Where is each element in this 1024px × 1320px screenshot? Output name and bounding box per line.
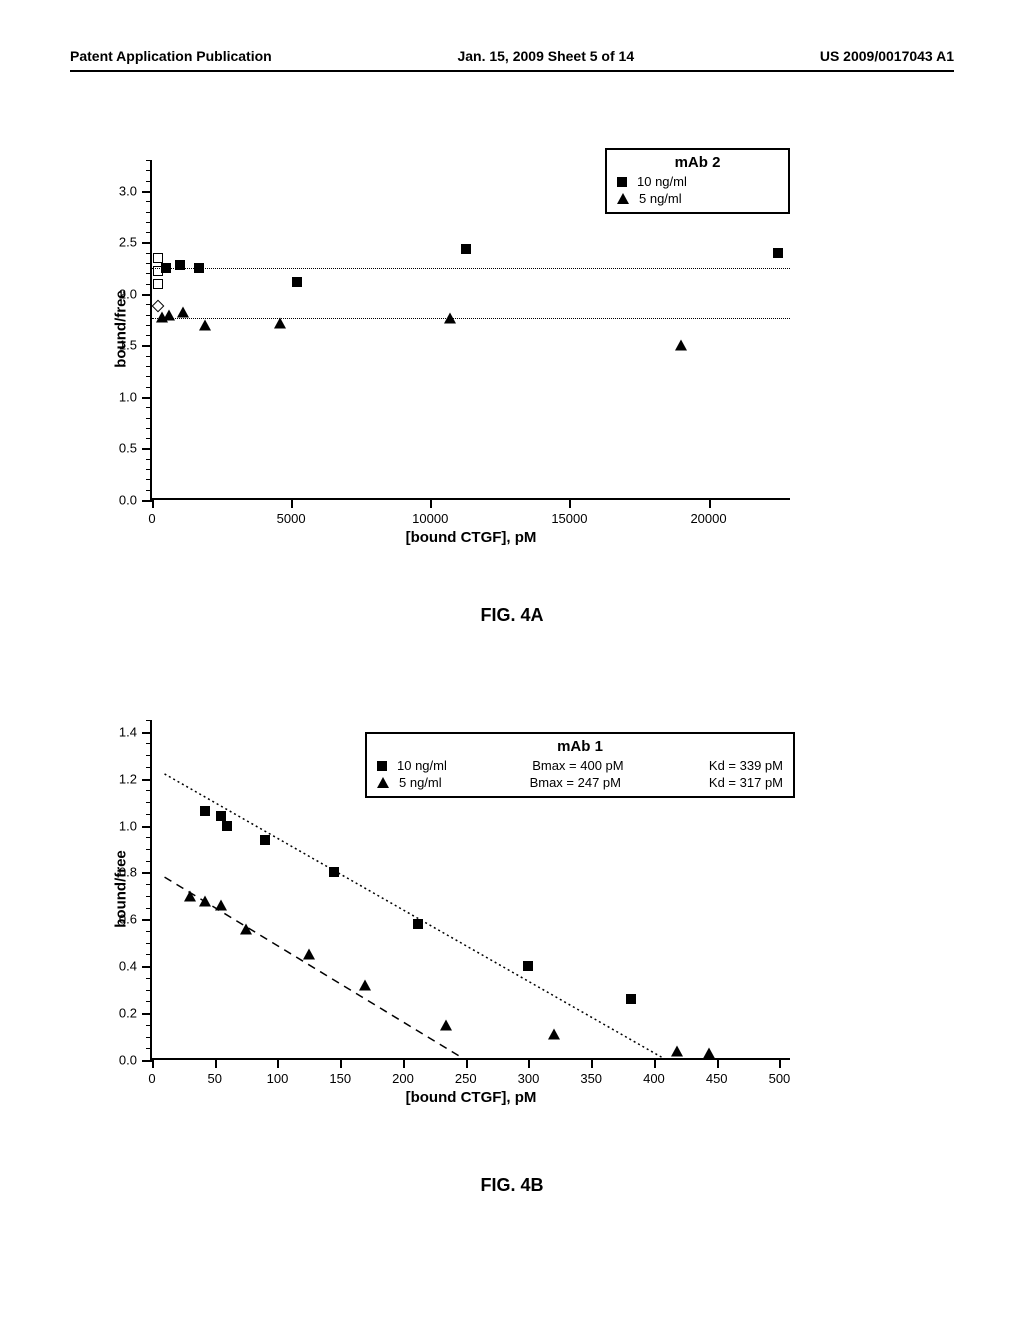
x-tick-label: 10000 (412, 511, 448, 526)
triangle-marker-icon (377, 777, 389, 788)
x-tick-label: 50 (208, 1071, 222, 1086)
x-axis-label-a: [bound CTGF], pM (406, 529, 537, 546)
data-point-triangle (703, 1047, 715, 1058)
plot-area-b: bound/free [bound CTGF], pM mAb 1 10 ng/… (150, 720, 790, 1060)
x-tick-label: 100 (267, 1071, 289, 1086)
y-tick-label: 0.6 (107, 912, 137, 927)
y-tick-label: 2.0 (107, 286, 137, 301)
data-point-triangle (548, 1029, 560, 1040)
header-center: Jan. 15, 2009 Sheet 5 of 14 (457, 48, 634, 64)
data-point-triangle (274, 317, 286, 328)
data-point-triangle (184, 890, 196, 901)
data-point-triangle (444, 312, 456, 323)
x-tick-label: 0 (148, 511, 155, 526)
data-point-triangle (215, 900, 227, 911)
figure-caption-b: FIG. 4B (480, 1175, 543, 1196)
y-tick-label: 1.4 (107, 724, 137, 739)
legend-box-b: mAb 1 10 ng/ml Bmax = 400 pM Kd = 339 pM… (365, 732, 795, 798)
data-point-triangle (440, 1019, 452, 1030)
square-marker-icon (377, 761, 387, 771)
data-point-triangle (240, 923, 252, 934)
y-tick-label: 3.0 (107, 183, 137, 198)
data-point-square (773, 248, 783, 258)
data-point-triangle (675, 340, 687, 351)
header-left: Patent Application Publication (70, 48, 272, 64)
y-tick-label: 0.0 (107, 1053, 137, 1068)
x-tick-label: 450 (706, 1071, 728, 1086)
y-tick-label: 0.2 (107, 1006, 137, 1021)
x-tick-label: 20000 (690, 511, 726, 526)
x-tick-label: 150 (329, 1071, 351, 1086)
y-tick-label: 0.5 (107, 441, 137, 456)
page-header: Patent Application Publication Jan. 15, … (0, 48, 1024, 64)
legend-row: 10 ng/ml Bmax = 400 pM Kd = 339 pM (377, 758, 783, 773)
y-tick-label: 0.4 (107, 959, 137, 974)
x-tick-label: 5000 (277, 511, 306, 526)
legend-conc: 5 ng/ml (399, 775, 442, 790)
data-point-triangle (163, 309, 175, 320)
reference-line (152, 268, 790, 269)
data-point-square (329, 867, 339, 877)
y-tick-label: 0.0 (107, 493, 137, 508)
y-axis-label-a: bound/free (112, 290, 129, 368)
x-tick-label: 200 (392, 1071, 414, 1086)
plot-area-a: bound/free [bound CTGF], pM mAb 2 10 ng/… (150, 160, 790, 500)
data-point-square (461, 244, 471, 254)
y-tick-label: 2.5 (107, 235, 137, 250)
data-point-square (292, 277, 302, 287)
open-marker (153, 253, 163, 263)
chart-fig4a: bound/free [bound CTGF], pM mAb 2 10 ng/… (150, 160, 790, 500)
data-point-triangle (199, 895, 211, 906)
data-point-square (194, 263, 204, 273)
x-tick-label: 15000 (551, 511, 587, 526)
legend-bmax: Bmax = 247 pM (530, 775, 621, 790)
data-point-triangle (177, 307, 189, 318)
legend-kd: Kd = 339 pM (709, 758, 783, 773)
data-point-triangle (359, 979, 371, 990)
chart-fig4b: bound/free [bound CTGF], pM mAb 1 10 ng/… (150, 720, 790, 1060)
x-tick-label: 300 (518, 1071, 540, 1086)
legend-conc: 10 ng/ml (397, 758, 447, 773)
legend-kd: Kd = 317 pM (709, 775, 783, 790)
data-point-triangle (671, 1045, 683, 1056)
y-tick-label: 1.2 (107, 771, 137, 786)
reference-line (152, 318, 790, 319)
data-point-square (413, 919, 423, 929)
data-point-triangle (199, 319, 211, 330)
header-right: US 2009/0017043 A1 (820, 48, 954, 64)
data-point-triangle (303, 949, 315, 960)
legend-row: 10 ng/ml (617, 174, 778, 189)
legend-title-a: mAb 2 (617, 154, 778, 171)
legend-label: 10 ng/ml (637, 174, 687, 189)
data-point-square (260, 835, 270, 845)
x-tick-label: 400 (643, 1071, 665, 1086)
triangle-marker-icon (617, 193, 629, 204)
legend-title-b: mAb 1 (377, 738, 783, 755)
figure-caption-a: FIG. 4A (480, 605, 543, 626)
data-point-square (523, 961, 533, 971)
x-tick-label: 0 (148, 1071, 155, 1086)
x-tick-label: 250 (455, 1071, 477, 1086)
legend-row: 5 ng/ml (617, 191, 778, 206)
y-tick-label: 1.0 (107, 389, 137, 404)
x-axis-label-b: [bound CTGF], pM (406, 1089, 537, 1106)
legend-box-a: mAb 2 10 ng/ml 5 ng/ml (605, 148, 790, 214)
x-tick-label: 350 (580, 1071, 602, 1086)
header-rule (70, 70, 954, 72)
y-tick-label: 1.0 (107, 818, 137, 833)
legend-label: 5 ng/ml (639, 191, 682, 206)
square-marker-icon (617, 177, 627, 187)
data-point-square (161, 263, 171, 273)
y-tick-label: 0.8 (107, 865, 137, 880)
legend-row: 5 ng/ml Bmax = 247 pM Kd = 317 pM (377, 775, 783, 790)
y-tick-label: 1.5 (107, 338, 137, 353)
legend-bmax: Bmax = 400 pM (532, 758, 623, 773)
x-tick-label: 500 (769, 1071, 791, 1086)
data-point-square (626, 994, 636, 1004)
open-marker (153, 279, 163, 289)
data-point-square (200, 806, 210, 816)
data-point-square (175, 260, 185, 270)
data-point-square (222, 821, 232, 831)
